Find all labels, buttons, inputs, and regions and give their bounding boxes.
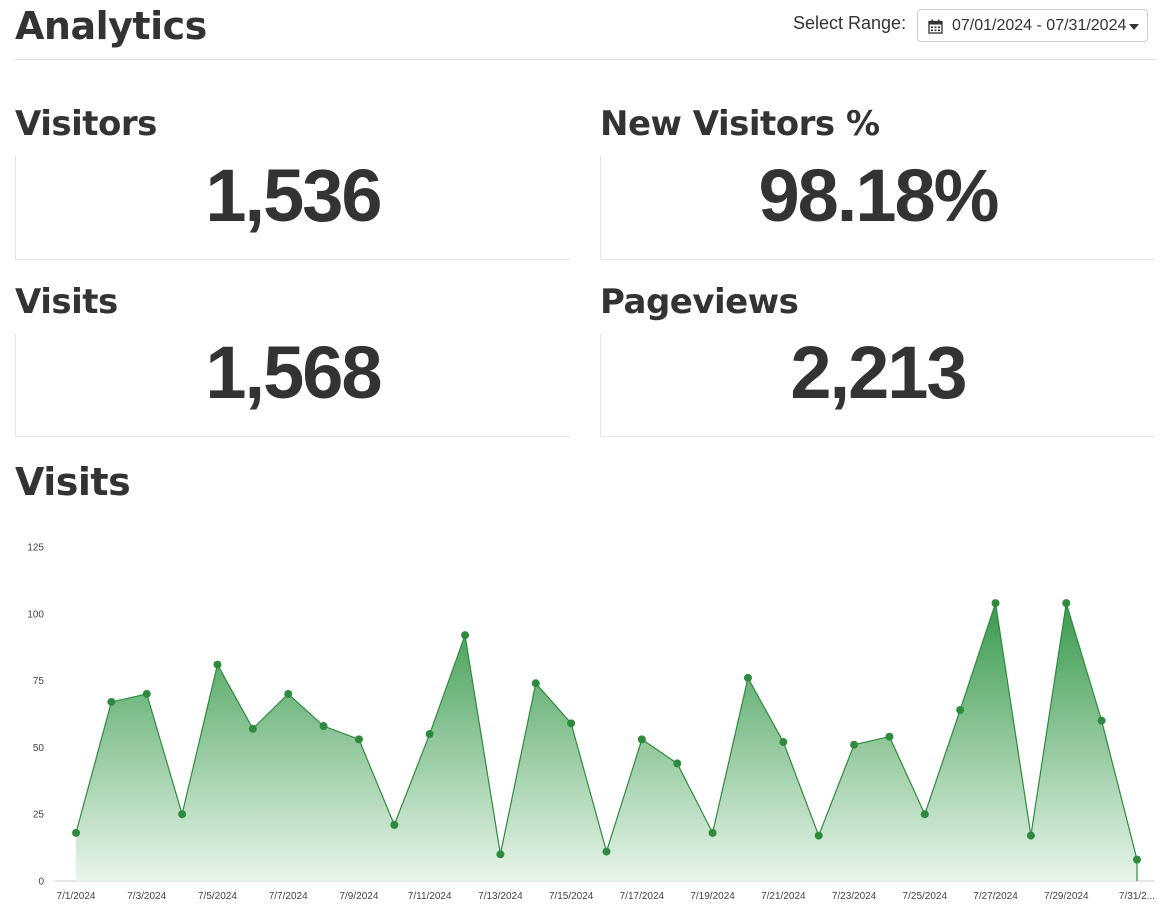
visits-line xyxy=(75,602,1138,881)
data-point xyxy=(496,850,505,859)
data-point xyxy=(956,705,965,714)
caret-down-icon xyxy=(1129,24,1139,30)
date-range-value: 07/01/2024 - 07/31/2024 xyxy=(952,17,1127,34)
new-visitors-value: 98.18% xyxy=(758,154,1000,237)
pageviews-card: 2,213 xyxy=(600,333,1155,437)
new-visitors-label: New Visitors % xyxy=(600,104,880,144)
data-point xyxy=(425,730,434,739)
y-tick-label: 75 xyxy=(33,676,45,687)
page-header: Analytics Select Range: 07/01/2024 - 07/… xyxy=(15,0,1155,60)
y-tick-label: 100 xyxy=(27,609,44,620)
data-point xyxy=(708,828,717,837)
data-point xyxy=(390,820,399,829)
visits-area xyxy=(76,603,1137,881)
x-tick-label: 7/23/2024 xyxy=(832,891,877,902)
data-point xyxy=(567,719,576,728)
chart-title: Visits xyxy=(15,460,131,504)
x-tick-label: 7/3/2024 xyxy=(127,891,166,902)
x-tick-label: 7/17/2024 xyxy=(620,891,665,902)
data-point xyxy=(991,599,1000,608)
x-tick-label: 7/15/2024 xyxy=(549,891,594,902)
data-point xyxy=(178,810,187,819)
calendar-icon xyxy=(928,19,943,34)
x-tick-label: 7/27/2024 xyxy=(973,891,1018,902)
data-point xyxy=(637,735,646,744)
visits-label: Visits xyxy=(15,282,118,322)
data-point xyxy=(920,810,929,819)
data-point xyxy=(779,738,788,747)
x-tick-label: 7/11/2024 xyxy=(408,891,452,902)
x-tick-label: 7/19/2024 xyxy=(690,891,735,902)
y-tick-label: 0 xyxy=(38,877,44,888)
data-point xyxy=(850,740,859,749)
x-tick-label: 7/31/2... xyxy=(1119,891,1155,902)
data-point xyxy=(354,735,363,744)
data-point xyxy=(213,660,222,669)
data-point xyxy=(1133,855,1141,864)
x-tick-label: 7/13/2024 xyxy=(478,891,523,902)
visits-card: 1,568 xyxy=(15,333,570,437)
visits-value: 1,568 xyxy=(205,331,382,414)
y-tick-label: 125 xyxy=(27,543,44,554)
y-tick-label: 50 xyxy=(33,743,45,754)
x-tick-label: 7/9/2024 xyxy=(339,891,378,902)
visitors-value: 1,536 xyxy=(205,154,382,237)
new-visitors-card: 98.18% xyxy=(600,156,1155,260)
data-point xyxy=(107,697,116,706)
data-point xyxy=(531,679,540,688)
y-tick-label: 25 xyxy=(33,810,45,821)
data-point xyxy=(319,722,328,731)
data-point xyxy=(284,689,293,698)
x-tick-label: 7/5/2024 xyxy=(198,891,237,902)
data-point xyxy=(743,673,752,682)
data-point xyxy=(142,689,151,698)
data-point xyxy=(72,828,80,837)
x-tick-label: 7/25/2024 xyxy=(903,891,948,902)
data-point xyxy=(248,724,257,733)
data-point xyxy=(1062,599,1071,608)
data-point xyxy=(602,847,611,856)
pageviews-value: 2,213 xyxy=(790,331,967,414)
x-tick-label: 7/7/2024 xyxy=(269,891,308,902)
x-tick-label: 7/1/2024 xyxy=(57,891,96,902)
data-point xyxy=(461,631,470,640)
data-point xyxy=(1097,716,1106,725)
page-title: Analytics xyxy=(15,4,207,48)
pageviews-label: Pageviews xyxy=(600,282,799,322)
date-range-picker[interactable]: 07/01/2024 - 07/31/2024 xyxy=(917,9,1148,42)
visits-chart: 0 25 50 75 100 125 7/1/2024 7/3/2024 7/5/2024 7/7… xyxy=(27,543,1155,903)
range-label: Select Range: xyxy=(793,13,907,33)
x-tick-label: 7/21/2024 xyxy=(761,891,806,902)
visitors-card: 1,536 xyxy=(15,156,570,260)
data-point xyxy=(885,732,894,741)
visitors-label: Visitors xyxy=(15,104,157,144)
x-tick-label: 7/29/2024 xyxy=(1044,891,1089,902)
data-point xyxy=(1026,831,1035,840)
data-point xyxy=(814,831,823,840)
data-point xyxy=(673,759,682,768)
